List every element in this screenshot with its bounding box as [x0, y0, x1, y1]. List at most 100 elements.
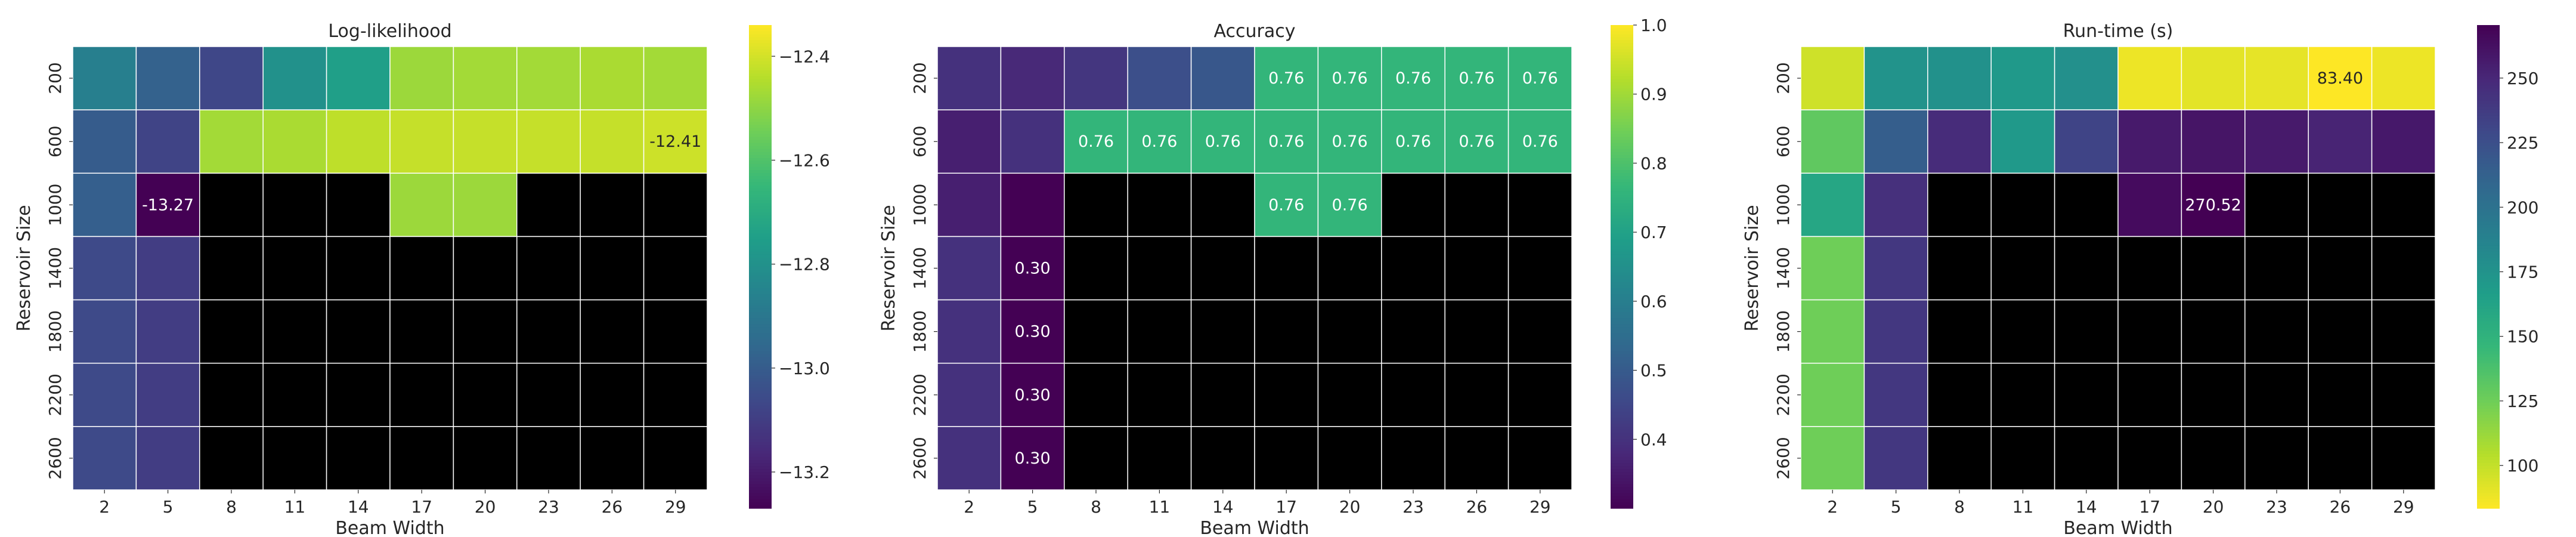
colorbar-segment	[1611, 109, 1633, 113]
colorbar-segment	[749, 173, 772, 177]
colorbar-tick-label: 225	[2507, 133, 2538, 153]
colorbar-segment	[1611, 34, 1633, 38]
colorbar-segment	[1611, 52, 1633, 56]
colorbar-segment	[2477, 61, 2500, 65]
x-tick-label: 17	[411, 497, 432, 517]
colorbar-segment	[2477, 200, 2500, 204]
colorbar-segment	[1611, 288, 1633, 292]
x-tick-label: 20	[2203, 497, 2224, 517]
colorbar-segment	[1611, 475, 1633, 479]
heatmap-cell	[1863, 236, 1928, 301]
colorbar-segment	[2477, 149, 2500, 153]
colorbar-segment	[2477, 70, 2500, 74]
colorbar: −12.4 −12.6 −12.8 −13.0 −13.2	[749, 25, 830, 509]
heatmap-cell	[1990, 362, 2055, 427]
heatmap-cell	[643, 172, 708, 237]
colorbar-segment	[2477, 424, 2500, 427]
colorbar-segment	[1611, 270, 1633, 273]
colorbar-tick-label: 0.9	[1640, 85, 1667, 104]
colorbar-segment	[749, 170, 772, 174]
colorbar-segment	[749, 194, 772, 198]
colorbar-segment	[1611, 294, 1633, 298]
x-tick-label: 26	[2330, 497, 2351, 517]
y-tick-label: 600	[910, 125, 930, 157]
colorbar-segment	[2477, 263, 2500, 267]
heatmap-cell	[1927, 299, 1992, 364]
heatmap-cell	[326, 236, 391, 301]
colorbar-segment	[749, 430, 772, 434]
cell-annotation: -12.41	[649, 132, 701, 151]
heatmap-cell	[580, 46, 645, 110]
colorbar-segment	[1611, 118, 1633, 122]
colorbar-segment	[1611, 100, 1633, 104]
y-axis-label: Reservoir Size	[1742, 205, 1763, 331]
colorbar-segment	[749, 46, 772, 50]
cell-annotation: 0.30	[1015, 386, 1051, 405]
colorbar-segment	[2477, 270, 2500, 273]
colorbar-segment	[749, 221, 772, 225]
x-axis-label: Beam Width	[335, 518, 444, 537]
colorbar-segment	[1611, 115, 1633, 119]
colorbar-segment	[2477, 34, 2500, 38]
colorbar-segment	[2477, 109, 2500, 113]
colorbar-segment	[749, 496, 772, 500]
colorbar-segment	[749, 285, 772, 289]
colorbar-segment	[749, 339, 772, 343]
heatmap-cell	[1254, 236, 1319, 301]
heatmap-cell	[262, 299, 327, 364]
heatmap-cell	[2371, 426, 2436, 490]
colorbar-segment	[749, 218, 772, 222]
cell-annotation: 0.76	[1078, 132, 1114, 151]
colorbar-segment	[749, 203, 772, 207]
colorbar-segment	[2477, 490, 2500, 494]
heatmap-cell	[389, 172, 454, 237]
colorbar-segment	[749, 390, 772, 394]
colorbar-segment	[2477, 297, 2500, 301]
cell-annotation: 0.76	[1332, 69, 1368, 88]
colorbar-segment	[1611, 399, 1633, 403]
colorbar-segment	[1611, 357, 1633, 361]
colorbar-segment	[749, 146, 772, 150]
colorbar-tick-label: 100	[2507, 456, 2538, 476]
colorbar-segment	[749, 456, 772, 461]
colorbar-segment	[2477, 73, 2500, 77]
colorbar-segment	[2477, 122, 2500, 125]
y-tick-label: 200	[45, 62, 65, 94]
colorbar-segment	[2477, 46, 2500, 50]
colorbar-segment	[749, 493, 772, 497]
colorbar-segment	[1611, 348, 1633, 352]
colorbar-segment	[1611, 297, 1633, 301]
heatmap-cell	[1381, 46, 1445, 110]
colorbar-segment	[2477, 227, 2500, 231]
heatmap-cell	[453, 236, 518, 301]
colorbar-segment	[2477, 115, 2500, 119]
heatmap-cell	[1064, 46, 1128, 110]
colorbar-segment	[749, 387, 772, 391]
colorbar-segment	[2477, 305, 2500, 310]
cell-annotation: 83.40	[2317, 69, 2363, 88]
colorbar-segment	[1611, 318, 1633, 322]
colorbar-segment	[749, 445, 772, 449]
heatmap-cell	[1381, 109, 1445, 174]
colorbar-segment	[1611, 28, 1633, 32]
heatmap-cell	[1863, 172, 1928, 237]
colorbar-segment	[1611, 402, 1633, 406]
colorbar: 250 225 200 175 150 125 100	[2477, 25, 2538, 509]
x-tick-label: 26	[602, 497, 623, 517]
x-tick-label: 23	[2266, 497, 2287, 517]
colorbar-segment	[1611, 134, 1633, 137]
colorbar-segment	[749, 82, 772, 86]
colorbar-segment	[2477, 448, 2500, 452]
colorbar-segment	[749, 384, 772, 388]
colorbar-segment	[1611, 412, 1633, 415]
colorbar-segment	[2477, 427, 2500, 430]
heatmap-cell	[1317, 362, 1382, 427]
colorbar-segment	[1611, 478, 1633, 482]
colorbar-segment	[749, 402, 772, 406]
heatmap-cell	[1190, 172, 1255, 237]
y-tick-label: 200	[910, 62, 930, 94]
colorbar-segment	[2477, 82, 2500, 86]
colorbar-segment	[2477, 176, 2500, 180]
y-tick-label: 1000	[910, 184, 930, 226]
x-tick-label: 2	[99, 497, 110, 517]
